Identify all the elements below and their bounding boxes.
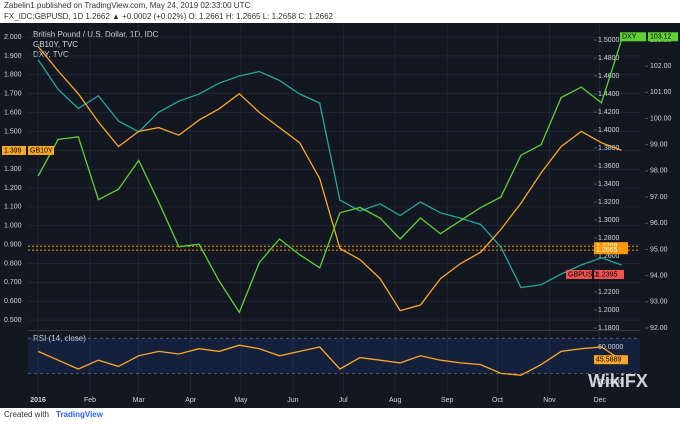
y-tick-label: 1.500 [4, 128, 22, 135]
y2-tick-label: 1.4600 [598, 73, 620, 80]
symbol-line: FX_IDC:GBPUSD, 1D 1.2662 ▲ +0.0002 (+0.0… [4, 12, 334, 21]
footer-text: Created with [4, 410, 49, 419]
x-tick-label: May [234, 397, 248, 404]
watermark: WikiFX [588, 371, 648, 391]
y-tick-label: 1.900 [4, 53, 22, 60]
y3-tick-label: 93.00 [650, 299, 668, 306]
y3-tick-label: 99.00 [650, 142, 668, 149]
y-tick-label: 1.700 [4, 91, 22, 98]
x-tick-label: Jun [287, 397, 298, 404]
y3-tick-label: 100.00 [650, 115, 672, 122]
x-tick-label: Mar [133, 397, 146, 404]
price-tag-value: 1.2395 [596, 271, 618, 278]
y2-tick-label: 1.4200 [598, 109, 620, 116]
y-tick-label: 1.600 [4, 109, 22, 116]
level-label: 1.2665 [596, 247, 618, 254]
y-tick-label: 1.200 [4, 185, 22, 192]
y3-tick-label: 98.00 [650, 168, 668, 175]
y2-tick-label: 1.3400 [598, 181, 620, 188]
chart-background [0, 23, 680, 408]
x-tick-label: Oct [492, 397, 503, 404]
rsi-tick-label: 20.0000 [598, 379, 623, 386]
y3-tick-label: 92.00 [650, 325, 668, 332]
y-tick-label: 1.300 [4, 166, 22, 173]
y2-tick-label: 1.2200 [598, 289, 620, 296]
level-tag [594, 246, 628, 255]
y2-tick-label: 1.1800 [598, 325, 620, 332]
series-line [37, 59, 622, 289]
price-tag-value: 1.399 [4, 147, 22, 154]
y-tick-label: 0.700 [4, 279, 22, 286]
x-tick-label: Jul [339, 397, 348, 404]
y3-tick-label: 101.00 [650, 89, 672, 96]
author-line: Zabelin1 published on TradingView.com, M… [4, 1, 250, 10]
price-tag [594, 269, 624, 279]
x-tick-label: Nov [543, 397, 556, 404]
legend-entry: British Pound / U.S. Dollar, 1D, IDC [33, 30, 159, 39]
footer-brand: TradingView [56, 410, 104, 419]
y-tick-label: 0.900 [4, 241, 22, 248]
y-tick-label: 2.000 [4, 34, 22, 41]
y3-tick-label: 94.00 [650, 272, 668, 279]
y-tick-label: 1.800 [4, 72, 22, 79]
y-tick-label: 1.100 [4, 204, 22, 211]
rsi-last-tag [594, 355, 628, 365]
price-tag-name-box [620, 32, 646, 42]
x-tick-label: Aug [389, 397, 402, 404]
rsi-last-label: 45.5889 [596, 357, 621, 364]
x-tick-label: Apr [185, 397, 197, 404]
y-tick-label: 0.500 [4, 317, 22, 324]
price-tag [648, 32, 678, 42]
price-tag-name: GBPUSD [568, 271, 598, 278]
legend-entry: GB10Y, TVC [33, 40, 78, 49]
series-line [37, 46, 622, 312]
y2-tick-label: 1.2800 [598, 235, 620, 242]
series-line [37, 39, 623, 314]
rsi-band [28, 338, 640, 374]
y3-tick-label: 97.00 [650, 194, 668, 201]
x-tick-label: Dec [594, 397, 607, 404]
y2-tick-label: 1.2000 [598, 307, 620, 314]
y2-tick-label: 1.3600 [598, 163, 620, 170]
price-tag-name: DXY [622, 34, 637, 41]
y2-tick-label: 1.3000 [598, 217, 620, 224]
rsi-line [37, 344, 622, 376]
y2-tick-label: 1.2600 [598, 253, 620, 260]
y-tick-label: 0.800 [4, 260, 22, 267]
y2-tick-label: 1.5000 [598, 37, 620, 44]
y3-tick-label: 102.00 [650, 63, 672, 70]
x-tick-label: 2016 [30, 397, 46, 404]
y2-tick-label: 1.4400 [598, 91, 620, 98]
rsi-tick-label: 60.0000 [598, 344, 623, 351]
x-tick-label: Sep [441, 397, 454, 404]
y3-tick-label: 95.00 [650, 246, 668, 253]
y3-tick-label: 96.00 [650, 220, 668, 227]
y2-tick-label: 1.4800 [598, 55, 620, 62]
y2-tick-label: 1.3200 [598, 199, 620, 206]
price-tag-name-box [28, 145, 54, 155]
price-tag-name-box [566, 269, 592, 279]
pane-separator [28, 330, 640, 331]
price-tag [2, 145, 26, 155]
x-tick-label: Feb [84, 397, 96, 404]
y2-tick-label: 1.4000 [598, 127, 620, 134]
price-tag-name: GB10Y [30, 147, 53, 154]
rsi-title: RSI (14, close) [33, 334, 86, 343]
y-tick-label: 0.600 [4, 298, 22, 305]
y-tick-label: 1.000 [4, 223, 22, 230]
legend-entry: DXY, TVC [33, 50, 69, 59]
price-tag-value: 103.12 [650, 34, 672, 41]
y2-tick-label: 1.3800 [598, 145, 620, 152]
